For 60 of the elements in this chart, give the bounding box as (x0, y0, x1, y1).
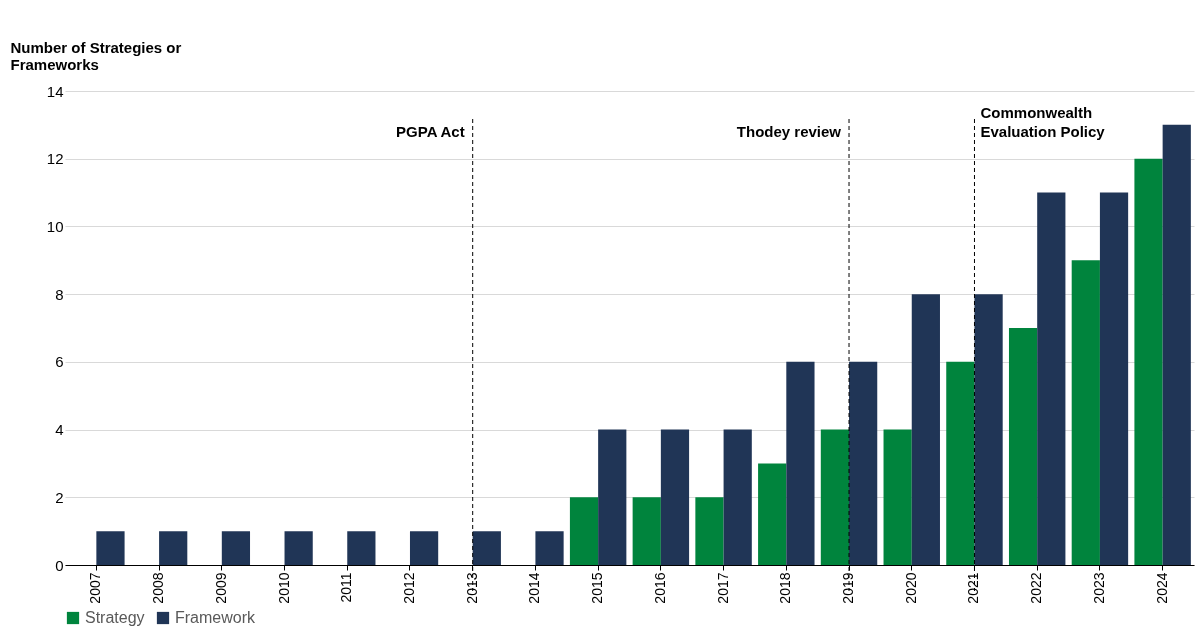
bar (786, 361, 815, 565)
bar (632, 497, 661, 565)
bar (758, 463, 787, 565)
bar (1099, 192, 1129, 565)
y-tick-label: 10 (46, 217, 64, 235)
legend-label: Framework (175, 609, 257, 626)
ref-line-label: PGPA Act (396, 123, 465, 140)
x-tick-label: 2024 (1153, 572, 1170, 604)
bar (820, 429, 850, 565)
bar (598, 429, 627, 565)
y-tick-label: 12 (46, 150, 64, 168)
bar (660, 429, 690, 565)
y-tick-label: 4 (55, 421, 64, 439)
x-tick-label: 2023 (1090, 572, 1107, 604)
bar (1162, 124, 1191, 565)
bar (1037, 192, 1066, 565)
y-tick-label: 6 (55, 353, 64, 371)
bar (409, 531, 439, 565)
x-tick-label: 2011 (338, 572, 355, 603)
y-tick-label: 8 (55, 285, 64, 303)
x-tick-label: 2021 (965, 572, 982, 604)
bar (849, 361, 878, 565)
x-tick-label: 2013 (463, 572, 480, 604)
y-tick-label: 14 (46, 82, 64, 100)
y-tick-label: 2 (55, 488, 64, 506)
bar (723, 429, 752, 565)
x-tick-label: 2010 (275, 572, 292, 604)
bar (946, 361, 975, 565)
bar (695, 497, 724, 565)
y-tick-label: 0 (55, 556, 64, 574)
bar (472, 531, 501, 565)
y-axis-title: Number of Strategies or Frameworks (10, 38, 182, 73)
bar (221, 531, 251, 565)
x-tick-label: 2022 (1028, 572, 1045, 604)
bar (911, 294, 940, 565)
x-tick-label: 2016 (651, 572, 668, 604)
bar (159, 531, 188, 565)
bar (1071, 260, 1100, 565)
bar (284, 531, 313, 565)
x-tick-label: 2008 (150, 572, 167, 604)
x-tick-label: 2017 (714, 572, 731, 604)
bar (347, 531, 376, 565)
x-tick-label: 2020 (902, 572, 919, 604)
legend-label: Strategy (85, 609, 145, 626)
x-tick-label: 2018 (777, 572, 794, 604)
ref-line-label: Thodey review (736, 123, 842, 140)
x-tick-label: 2009 (212, 572, 229, 604)
ref-line-label: Commonwealth Evaluation Policy (980, 104, 1106, 140)
bar (569, 497, 599, 565)
bar (96, 531, 125, 565)
bar (883, 429, 912, 565)
x-tick-label: 2014 (526, 572, 543, 604)
bar (1134, 158, 1163, 565)
x-tick-label: 2015 (589, 572, 606, 604)
bar (535, 531, 564, 565)
bar (1008, 328, 1038, 565)
bar (974, 294, 1003, 565)
x-tick-label: 2007 (87, 572, 104, 604)
x-tick-label: 2012 (400, 572, 417, 604)
x-tick-label: 2019 (840, 572, 857, 604)
